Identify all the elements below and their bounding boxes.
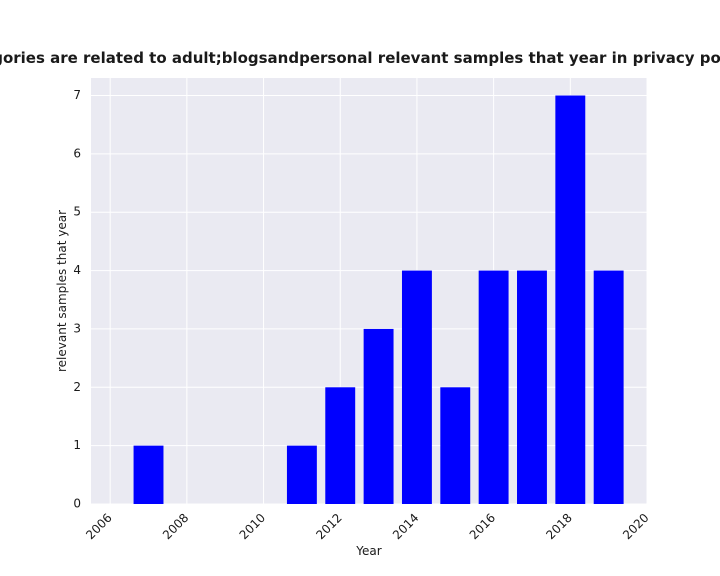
x-axis-label: Year bbox=[355, 544, 381, 558]
bar-2019 bbox=[593, 270, 624, 504]
y-tick-label: 1 bbox=[73, 438, 81, 452]
y-tick-label: 5 bbox=[73, 205, 81, 219]
y-axis-label: relevant samples that year bbox=[55, 210, 69, 372]
bar-2014 bbox=[401, 270, 432, 504]
bar-2011 bbox=[286, 445, 317, 504]
bar-2013 bbox=[363, 328, 394, 504]
y-tick-label: 2 bbox=[73, 380, 81, 394]
x-tick-label: 2018 bbox=[543, 511, 574, 542]
y-tick-label: 0 bbox=[73, 497, 81, 511]
x-axis-ticks: 2006 2008 2010 2012 2014 2016 2018 2020 bbox=[83, 511, 651, 542]
x-tick-label: 2016 bbox=[467, 511, 498, 542]
y-tick-label: 3 bbox=[73, 321, 81, 335]
x-tick-label: 2006 bbox=[83, 511, 114, 542]
bar-2012 bbox=[325, 387, 356, 504]
x-tick-label: 2020 bbox=[620, 511, 651, 542]
y-tick-label: 4 bbox=[73, 263, 81, 277]
y-tick-label: 6 bbox=[73, 146, 81, 160]
y-tick-label: 7 bbox=[73, 88, 81, 102]
x-tick-label: 2012 bbox=[313, 511, 344, 542]
bar-2017 bbox=[517, 270, 547, 504]
bar-2016 bbox=[478, 270, 509, 504]
bar-2007 bbox=[133, 445, 164, 504]
bar-2018 bbox=[555, 95, 586, 505]
bar-2015 bbox=[440, 387, 471, 504]
y-axis-ticks: 0 1 2 3 4 5 6 7 bbox=[73, 88, 81, 510]
x-tick-label: 2010 bbox=[237, 511, 268, 542]
chart-title: categories are related to adult;blogsand… bbox=[0, 49, 720, 67]
x-tick-label: 2008 bbox=[160, 511, 191, 542]
x-tick-label: 2014 bbox=[390, 511, 421, 542]
bars bbox=[133, 95, 624, 505]
